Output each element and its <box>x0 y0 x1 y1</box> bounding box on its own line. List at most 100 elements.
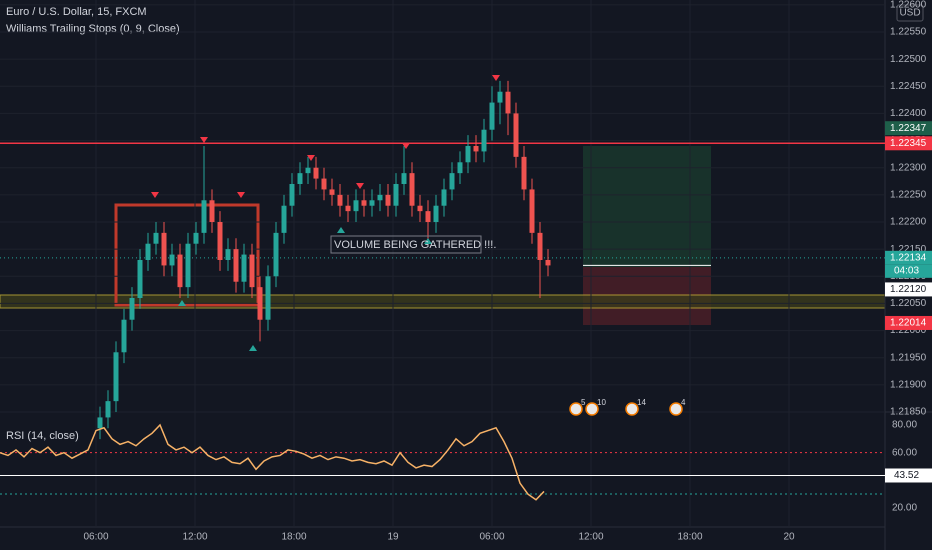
countdown: 04:03 <box>894 265 919 276</box>
candle-body <box>289 184 295 206</box>
time-tick-label: 20 <box>783 532 795 543</box>
candle-body <box>201 200 207 233</box>
candle-body <box>409 173 415 206</box>
stop-marker-down <box>402 143 410 149</box>
range-box <box>114 203 260 307</box>
time-tick-label: 12:00 <box>182 532 207 543</box>
candle-body <box>129 298 135 320</box>
candle-body <box>105 401 111 418</box>
price-tick-label: 1.21950 <box>890 352 927 363</box>
price-badge-label: 1.22120 <box>890 284 927 295</box>
candle-body <box>185 243 191 288</box>
event-icon[interactable] <box>585 402 599 416</box>
stop-marker-down <box>356 183 364 189</box>
candle-body <box>401 173 407 184</box>
price-tick-label: 1.22050 <box>890 298 927 309</box>
event-icon[interactable] <box>569 402 583 416</box>
candle-body <box>297 173 303 184</box>
price-badge-label: 1.22014 <box>890 318 927 329</box>
stop-marker-up <box>249 345 257 351</box>
candle-body <box>433 205 439 222</box>
stop-marker-up <box>424 238 432 244</box>
candle-body <box>377 194 383 201</box>
rsi-tick-label: 60.00 <box>892 447 917 458</box>
price-tick-label: 1.21850 <box>890 407 927 418</box>
event-icon[interactable] <box>669 402 683 416</box>
annotation: VOLUME BEING GATHERED !!!. <box>334 239 496 251</box>
event-count: 5 <box>581 398 586 407</box>
candle-body <box>329 189 335 195</box>
candle-body <box>369 200 375 206</box>
price-badge <box>885 121 932 136</box>
currency[interactable]: USD <box>899 8 920 19</box>
stop-marker-down <box>151 192 159 198</box>
price-tick-label: 1.22400 <box>890 108 927 119</box>
price-badge <box>885 315 932 330</box>
stop-marker-down <box>200 137 208 143</box>
candle-body <box>361 200 367 206</box>
candle-body <box>257 287 263 320</box>
price-badge <box>885 282 932 297</box>
candle-body <box>529 189 535 233</box>
candle-body <box>161 232 167 266</box>
event-count: 4 <box>681 398 686 407</box>
time-tick-label: 06:00 <box>479 532 504 543</box>
rsi-current-label: 43.52 <box>894 470 919 481</box>
event-icon[interactable] <box>625 402 639 416</box>
candle-body <box>537 232 543 260</box>
price-tick-label: 1.22000 <box>890 325 927 336</box>
candle-body <box>425 211 431 222</box>
price-tick-label: 1.22250 <box>890 189 927 200</box>
candle-body <box>113 352 119 402</box>
stop-marker-down <box>237 192 245 198</box>
candle-body <box>209 200 215 222</box>
candle-body <box>97 417 103 429</box>
candle-body <box>241 254 247 282</box>
candle-body <box>233 249 239 282</box>
candle-body <box>473 146 479 152</box>
candle-body <box>489 102 495 130</box>
candle-body <box>481 129 487 152</box>
candle-body <box>225 249 231 260</box>
price-tick-label: 1.21900 <box>890 379 927 390</box>
candle-body <box>505 91 511 114</box>
price-badge <box>885 250 932 265</box>
annotation-box <box>330 235 482 254</box>
candle-body <box>321 178 327 190</box>
candle-body <box>137 260 143 298</box>
candle-body <box>417 205 423 212</box>
time-tick-label: 06:00 <box>83 532 108 543</box>
rsi-line <box>0 423 545 501</box>
stop-marker-down <box>492 75 500 81</box>
price-tick-label: 1.22550 <box>890 27 927 38</box>
time-tick-label: 12:00 <box>578 532 603 543</box>
candle-body <box>353 200 359 212</box>
price-tick-label: 1.22600 <box>890 0 927 10</box>
price-tick-label: 1.22200 <box>890 217 927 228</box>
candle-body <box>441 189 447 206</box>
rsi-tick-label: 80.00 <box>892 420 917 431</box>
time-tick-label: 19 <box>387 532 399 543</box>
candle-body <box>169 254 175 266</box>
price-badge-label: 1.22345 <box>890 138 927 149</box>
candle-body <box>521 156 527 190</box>
event-count: 14 <box>637 398 646 407</box>
currency-badge[interactable] <box>896 4 924 22</box>
candle-body <box>121 319 127 353</box>
rsi-badge <box>885 468 932 483</box>
stop-marker-up <box>178 300 186 306</box>
event-count: 10 <box>597 398 606 407</box>
candle-body <box>153 232 159 244</box>
price-tick-label: 1.22500 <box>890 54 927 65</box>
rsi-title: RSI (14, close) <box>6 430 79 442</box>
symbol-title: Euro / U.S. Dollar, 15, FXCM <box>6 6 147 18</box>
candle-body <box>337 194 343 206</box>
candle-body <box>305 167 311 174</box>
time-tick-label: 18:00 <box>281 532 306 543</box>
candle-body <box>465 146 471 163</box>
candle-body <box>265 276 271 320</box>
stop-marker-down <box>307 155 315 161</box>
candle-body <box>273 232 279 277</box>
candle-body <box>177 254 183 288</box>
